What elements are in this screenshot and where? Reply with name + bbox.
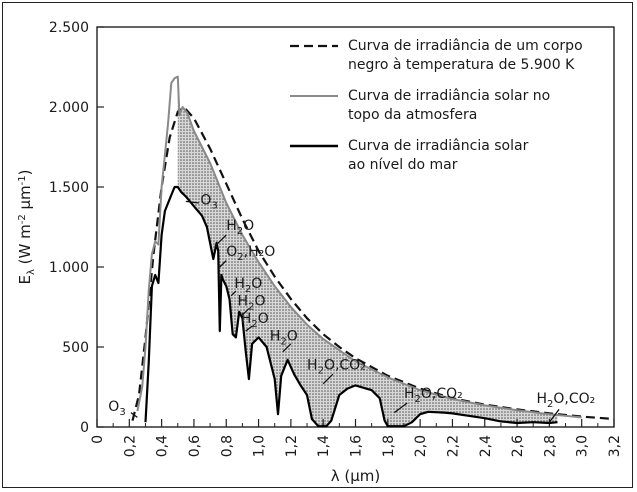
annotation-label: H2O [238,293,266,312]
annotation-leader [282,343,292,353]
x-tick-label: 3,0 [575,435,591,457]
x-tick-label: 0 [90,435,106,444]
annotation-leader [185,200,199,204]
legend-label: Curva de irradiância de um corpo [348,38,583,54]
legend-label: negro à temperatura de 5.900 K [348,57,575,73]
x-tick-label: 2,8 [542,435,558,457]
x-tick-label: 0,2 [122,435,138,457]
annotation-leader [393,402,408,414]
axes: 0 500 1.000 1.500 2.000 2.500 0 0,2 0,4 0,6 0,8 1,0… [49,20,623,457]
x-tick-label: 0,8 [219,435,235,457]
x-tick-label: 0,6 [187,435,203,457]
annotation-leader [219,260,227,268]
series-line-top [136,75,582,419]
annotation-label: H2O,CO₂ [536,391,595,410]
y-tick-label: 500 [62,340,89,356]
x-tick-label: 2,2 [445,435,461,457]
annotation-label: H2O [226,218,254,237]
y-tick-label: 1.500 [49,180,89,196]
x-tick-label: 2,4 [478,435,494,457]
annotation-label: H2O [270,329,298,348]
x-tick-label: 1,8 [381,435,397,457]
y-tick-label: 2.500 [49,20,89,36]
x-tick-label: 1,0 [252,435,268,457]
annotation-leader [245,325,253,332]
y-tick-label: 2.000 [49,100,89,116]
x-tick-label: 2,6 [510,435,526,457]
y-axis-label: Eλ (W m-2 µm-1) [16,169,37,284]
annotation-label: O2,H₂O [226,244,275,263]
annotation-label: H2O [234,276,262,295]
legend: Curva de irradiância de um corpo negro à … [290,38,583,173]
legend-label: Curva de irradiância solar [348,138,529,154]
series-line-sea [144,185,558,428]
x-tick-label: 2,0 [413,435,429,457]
x-tick-label: 3,2 [607,435,623,457]
annotation-label: O3 [108,399,125,418]
x-tick-label: 1,4 [316,435,332,457]
y-tick-label: 0 [80,420,89,436]
series-lines [131,75,615,428]
annotation-leader [322,373,334,385]
x-tick-label: 0,4 [155,435,171,457]
annotation-label: O3 [200,193,217,212]
annotation-label: H2O [241,311,269,330]
absorption-shading [177,76,558,427]
annotation-leader [548,409,560,423]
annotation-label: H2O,CO₂ [307,357,366,376]
legend-label: ao nível do mar [348,157,458,173]
annotation-leader [241,308,250,316]
absorption-band-fill [177,76,558,427]
y-tick-label: 1.000 [49,260,89,276]
annotation-leader [214,234,227,247]
annotation-leader [130,412,138,418]
legend-label: Curva de irradiância solar no [348,88,550,104]
x-axis-label: λ (µm) [331,467,381,485]
x-tick-label: 1,6 [349,435,365,457]
x-tick-label: 1,2 [284,435,300,457]
annotation-leader [230,290,237,297]
annotation-label: H2O,CO₂ [404,386,463,405]
legend-label: topo da atmosfera [348,107,477,123]
